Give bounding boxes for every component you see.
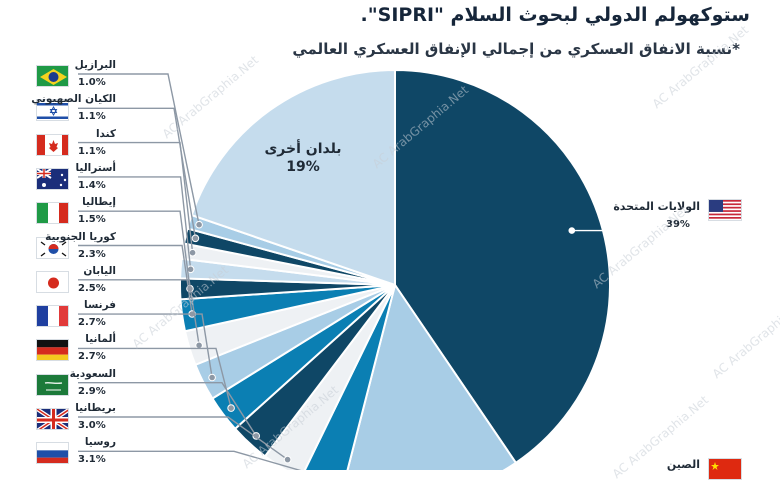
australia-flag-icon	[36, 167, 69, 190]
callout-label: روسيا	[84, 436, 116, 449]
callout-value: 3.0%	[78, 420, 106, 431]
callout-value: 1.1%	[78, 145, 106, 157]
pie-slices	[179, 68, 611, 470]
other-countries-value: 19%	[286, 159, 320, 175]
saudi-flag-icon	[36, 373, 69, 396]
leader-dot	[227, 404, 235, 412]
other-countries-name: بلدان أخرى	[264, 141, 342, 157]
leader-line	[78, 313, 213, 378]
header-title: ستوكهولم الدولي لبحوث السلام "SIPRI".	[360, 4, 750, 26]
south-korea-flag-icon	[36, 236, 69, 259]
russia-flag-icon	[36, 442, 69, 465]
leader-line	[78, 382, 257, 437]
other-countries-label: بلدان أخرى 19%	[248, 140, 358, 176]
callout-label: كوريا الجنوبية	[45, 230, 116, 243]
callout-label: إيطاليا	[82, 196, 116, 209]
callout-label: أستراليا	[75, 161, 116, 174]
callout-label: السعودية	[69, 367, 116, 380]
israel-flag-icon	[36, 99, 69, 122]
italy-flag-icon	[36, 202, 69, 225]
leader-dot	[191, 234, 200, 243]
callout-label: بريطانيا	[75, 402, 116, 414]
callout-value: 2.5%	[78, 282, 106, 294]
leader-dot	[283, 455, 292, 464]
callout-value: 2.7%	[78, 317, 106, 329]
callout-label: فرنسا	[84, 299, 116, 312]
usa-label: الولايات المتحدة	[613, 200, 700, 213]
callout-label: ألمانيا	[85, 333, 116, 346]
callout-value: 1.0%	[78, 77, 106, 88]
chart-subtitle: *نسبة الانفاق العسكري من إجمالي الإنفاق …	[292, 40, 740, 58]
leader-line	[78, 210, 191, 289]
usa-value: 39%	[666, 219, 690, 230]
callout-label: البرازيل	[74, 59, 116, 71]
leader-line	[78, 73, 200, 225]
leader-line	[78, 416, 289, 461]
brazil-flag-icon	[36, 65, 69, 87]
callout-value: 1.4%	[78, 179, 106, 191]
canada-flag-icon	[36, 133, 69, 156]
pie-slice	[190, 68, 396, 287]
leader-dot	[208, 373, 216, 382]
callout-label: اليابان	[83, 264, 116, 277]
leader-line	[78, 244, 193, 315]
callout-label: الكيان الصهيوني	[31, 93, 116, 106]
leader-line	[78, 107, 197, 239]
china-label: الصين	[666, 458, 700, 471]
france-flag-icon	[36, 305, 69, 328]
callout-label: كندا	[95, 127, 116, 140]
uk-flag-icon	[36, 408, 69, 430]
callout-value: 2.3%	[78, 248, 106, 260]
leader-dot	[188, 248, 197, 257]
leader-lines	[78, 73, 700, 470]
usa-leader-dot	[568, 227, 576, 234]
leader-line	[78, 450, 302, 470]
pie-slice	[346, 282, 518, 470]
leader-dot	[195, 220, 203, 229]
callout-value: 1.1%	[78, 111, 106, 123]
pie-slice	[394, 68, 611, 465]
china-flag-icon	[708, 458, 742, 480]
leader-dot	[195, 341, 203, 350]
germany-flag-icon	[36, 339, 69, 362]
pie-chart	[78, 68, 700, 470]
callout-value: 1.5%	[78, 214, 106, 226]
leader-line	[78, 141, 194, 253]
usa-flag-icon	[708, 199, 742, 221]
callout-value: 3.1%	[78, 454, 106, 466]
leader-line	[78, 279, 200, 346]
callout-value: 2.9%	[78, 385, 106, 397]
japan-flag-icon	[36, 270, 69, 293]
leader-line	[78, 176, 192, 270]
callout-value: 2.7%	[78, 351, 106, 363]
